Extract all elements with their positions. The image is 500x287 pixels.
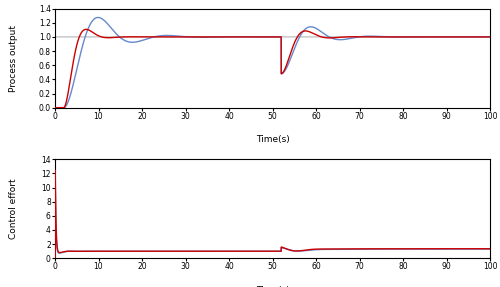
X-axis label: Time(s): Time(s) bbox=[256, 286, 290, 287]
Y-axis label: Process output: Process output bbox=[9, 25, 18, 92]
Y-axis label: Control effort: Control effort bbox=[9, 179, 18, 239]
X-axis label: Time(s): Time(s) bbox=[256, 135, 290, 144]
